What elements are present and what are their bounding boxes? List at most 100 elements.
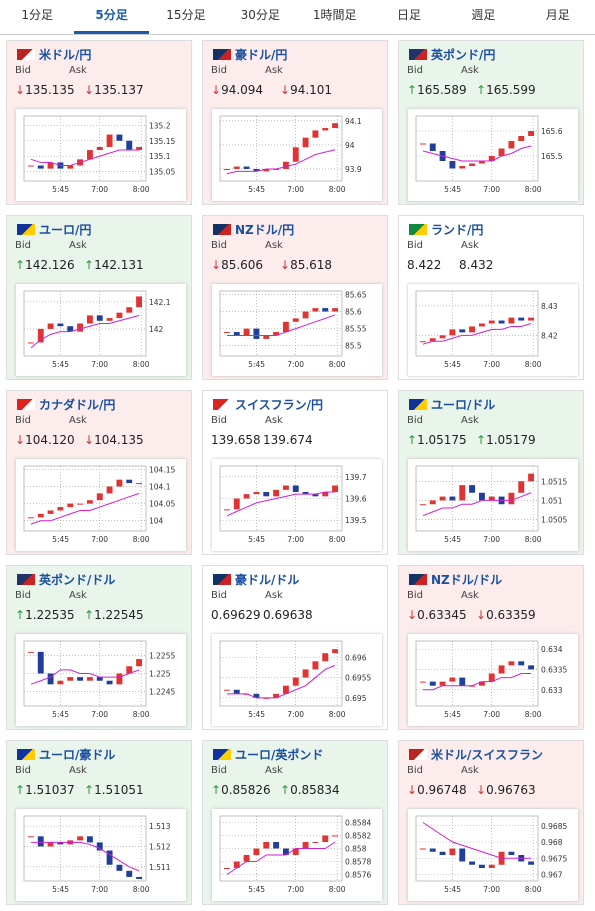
x-tick-label: 5:45 (444, 185, 461, 194)
mini-chart: 142 142.1 5:45 7:00 8:00 (16, 284, 186, 376)
pair-name: NZドル/円 (235, 223, 295, 237)
ask-price: 135.137 (94, 83, 144, 97)
rate-panel[interactable]: 英ポンド/ドル Bid Ask ↑1.22535 ↑1.22545 1.2245 1.225… (6, 565, 192, 730)
candle (282, 485, 289, 490)
rate-panel[interactable]: 豪ドル/ドル Bid Ask 0.69629 0.69638 0.695 0.6955 0.6… (202, 565, 388, 730)
rate-panel[interactable]: ユーロ/円 Bid Ask ↑142.126 ↑142.131 142 142.1 5:45 7… (6, 215, 192, 380)
ask-label: Ask (265, 415, 283, 426)
candle (273, 693, 280, 698)
pair-name: 米ドル/円 (39, 48, 92, 62)
mini-chart: 1.2245 1.225 1.2255 5:45 7:00 8:00 (16, 634, 186, 726)
candle (67, 503, 74, 508)
candle (449, 496, 456, 501)
x-tick-label: 5:45 (444, 885, 461, 894)
tab[interactable]: 1分足 (21, 8, 53, 22)
y-tick-label: 1.2245 (149, 688, 175, 697)
x-tick-label: 7:00 (483, 185, 500, 194)
tab[interactable]: 週足 (471, 8, 496, 22)
candle (86, 836, 93, 843)
candle (96, 677, 103, 681)
rate-panel[interactable]: 米ドル/スイスフラン Bid Ask ↓0.96748 ↓0.96763 0.967 0.9… (398, 740, 584, 905)
ask-price: 0.96763 (486, 783, 536, 797)
moving-average (226, 841, 336, 875)
moving-average (30, 669, 140, 685)
candle (233, 689, 240, 694)
mini-chart: 0.967 0.9675 0.968 0.9685 5:45 7:00 8:00 (408, 809, 578, 901)
candle (96, 842, 103, 851)
x-tick-label: 5:45 (444, 535, 461, 544)
x-tick-label: 5:45 (52, 360, 69, 369)
candle (459, 166, 466, 169)
pair-name: 豪ドル/円 (235, 48, 288, 62)
candle (57, 680, 64, 685)
ask-label: Ask (69, 415, 87, 426)
rate-panel[interactable]: 豪ドル/円 Bid Ask ↓94.094 ↓94.101 93.9 94 94.1 5:45 7… (202, 40, 388, 205)
rate-panel[interactable]: 英ポンド/円 Bid Ask ↑165.589 ↑165.599 165.5 165.6 5:… (398, 40, 584, 205)
flag (17, 399, 35, 410)
candle (302, 311, 309, 319)
x-tick-label: 5:45 (52, 885, 69, 894)
rate-panel[interactable]: ユーロ/ドル Bid Ask ↑1.05175 ↑1.05179 1.0505 1.051 1… (398, 390, 584, 555)
candle (116, 673, 123, 685)
ask-price: 0.69638 (263, 608, 313, 622)
bid-label: Bid (407, 65, 423, 76)
x-tick-label: 5:45 (248, 185, 265, 194)
candle (478, 161, 485, 164)
moving-average (422, 822, 532, 859)
tab[interactable]: 5分足 (74, 0, 149, 34)
rate-panel[interactable]: ユーロ/英ポンド Bid Ask ↑0.85826 ↑0.85834 0.8576 0.85… (202, 740, 388, 905)
candle (253, 492, 260, 495)
tab[interactable]: 月足 (545, 8, 570, 22)
candle (419, 504, 426, 506)
candle (116, 134, 123, 141)
candle (478, 492, 485, 501)
candle (322, 308, 329, 312)
x-tick-label: 8:00 (525, 185, 542, 194)
rate-panel[interactable]: 米ドル/円 Bid Ask ↓135.135 ↓135.137 135.05 135.1 13… (6, 40, 192, 205)
pair-name: 英ポンド/円 (431, 48, 496, 62)
y-tick-label: 0.634 (541, 645, 563, 654)
y-tick-label: 0.6955 (345, 674, 371, 683)
x-tick-label: 8:00 (329, 710, 346, 719)
rate-panel[interactable]: スイスフラン/円 Bid Ask 139.658 139.674 139.5 139.6 13… (202, 390, 388, 555)
tab[interactable]: 30分足 (240, 8, 280, 22)
candle (508, 317, 515, 324)
candle (488, 156, 495, 161)
y-tick-label: 104.05 (149, 500, 175, 509)
rate-panel[interactable]: ランド/円 Bid Ask 8.422 8.432 8.42 8.43 5:45 7:00 8:0… (398, 215, 584, 380)
trend-arrow: ↑ (15, 258, 26, 272)
bid-label: Bid (211, 65, 227, 76)
candle (332, 649, 339, 654)
candle (106, 318, 113, 321)
ask-price: 1.22545 (94, 608, 144, 622)
tab[interactable]: 15分足 (166, 8, 206, 22)
mini-chart: 104 104.05 104.1 104.15 5:45 7:00 8:00 (16, 459, 186, 551)
rate-panel[interactable]: ユーロ/豪ドル Bid Ask ↑1.51037 ↑1.51051 1.511 1.512 1… (6, 740, 192, 905)
bid-price: 94.094 (221, 83, 264, 97)
y-tick-label: 0.858 (345, 845, 367, 854)
y-tick-label: 0.696 (345, 653, 367, 662)
y-tick-label: 139.6 (345, 495, 367, 504)
x-tick-label: 7:00 (483, 885, 500, 894)
candle (27, 651, 34, 653)
tab[interactable]: 1時間足 (312, 8, 357, 22)
rate-panel[interactable]: NZドル/円 Bid Ask ↓85.606 ↓85.618 85.5 85.55 85.6 8… (202, 215, 388, 380)
candle (332, 123, 339, 129)
tab[interactable]: 日足 (397, 8, 422, 22)
ask-price: 0.63359 (486, 608, 536, 622)
trend-arrow: ↓ (476, 783, 487, 797)
rate-panel[interactable]: NZドル/ドル Bid Ask ↓0.63345 ↓0.63359 0.633 0.6335… (398, 565, 584, 730)
x-tick-label: 7:00 (91, 360, 108, 369)
candle (243, 855, 250, 862)
y-tick-label: 0.9685 (541, 822, 567, 831)
x-tick-label: 5:45 (248, 535, 265, 544)
bid-label: Bid (407, 590, 423, 601)
bid-label: Bid (407, 240, 423, 251)
candle (469, 861, 476, 865)
candle (116, 864, 123, 871)
flag (409, 574, 427, 585)
candle (292, 848, 299, 855)
candle (459, 485, 466, 501)
rate-panel[interactable]: カナダドル/円 Bid Ask ↓104.120 ↓104.135 104 104.05 10… (6, 390, 192, 555)
